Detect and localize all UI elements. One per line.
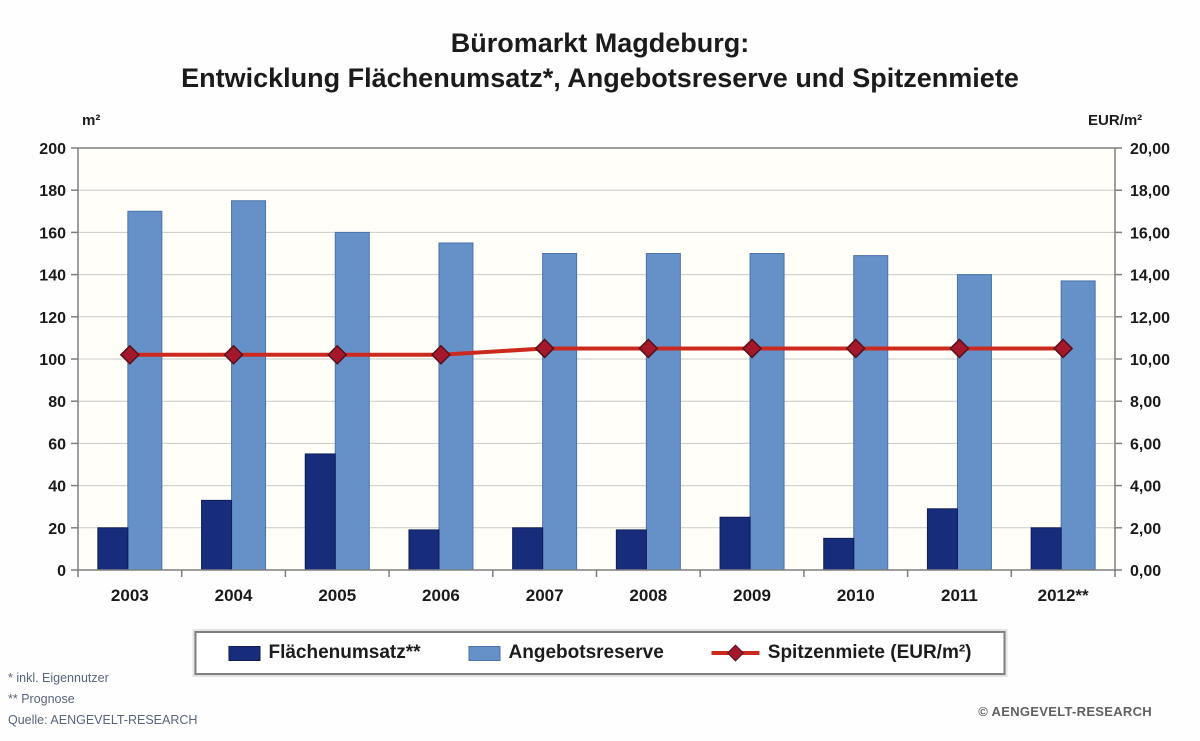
spitzenmiete-marker — [223, 344, 244, 365]
bar-angebotsreserve — [542, 253, 578, 571]
footnote-prognose: ** Prognose — [8, 692, 75, 706]
left-axis-tick-label: 180 — [39, 183, 66, 200]
x-axis-tick-label: 2010 — [837, 586, 875, 605]
bar-flaechenumsatz — [304, 453, 336, 571]
left-axis-tick-label: 120 — [39, 310, 66, 327]
bar-flaechenumsatz — [512, 527, 544, 571]
chart-title-line2: Entwicklung Flächenumsatz*, Angebotsrese… — [181, 62, 1019, 93]
spitzenmiete-marker — [949, 338, 970, 359]
bar-angebotsreserve — [853, 255, 889, 571]
right-axis-tick-label: 4,00 — [1130, 479, 1161, 496]
bar-angebotsreserve — [1060, 280, 1096, 571]
legend-item-spitzenmiete: Spitzenmiete (EUR/m²) — [711, 642, 972, 664]
x-axis-tick-label: 2005 — [318, 586, 356, 605]
spitzenmiete-line — [129, 346, 1064, 357]
legend-item-angebotsreserve: Angebotsreserve — [468, 642, 664, 664]
x-axis-tick-label: 2007 — [526, 586, 564, 605]
right-axis-tick-label: 18,00 — [1130, 183, 1170, 200]
x-axis-tick-label: 2008 — [629, 586, 667, 605]
legend-label-spitzenmiete: Spitzenmiete (EUR/m²) — [767, 642, 972, 663]
left-axis-tick-label: 100 — [39, 352, 66, 369]
legend-label-angebotsreserve: Angebotsreserve — [508, 642, 664, 663]
spitzenmiete-marker — [119, 344, 140, 365]
bar-flaechenumsatz — [201, 499, 233, 571]
x-axis-tick-label: 2006 — [422, 586, 460, 605]
copyright-text: © AENGEVELT-RESEARCH — [978, 704, 1152, 719]
spitzenmiete-marker — [534, 338, 555, 359]
bar-flaechenumsatz — [408, 529, 440, 571]
bar-angebotsreserve — [438, 242, 474, 571]
spitzenmiete-marker — [638, 338, 659, 359]
left-axis-tick-label: 160 — [39, 225, 66, 242]
chart-title-line1: Büromarkt Magdeburg: — [450, 28, 750, 58]
right-axis-tick-label: 10,00 — [1130, 352, 1170, 369]
right-axis-tick-label: 0,00 — [1130, 563, 1161, 580]
left-axis-tick-label: 140 — [39, 268, 66, 285]
legend-line-marker-icon — [711, 644, 760, 662]
bar-angebotsreserve — [334, 231, 370, 571]
spitzenmiete-marker — [430, 344, 452, 365]
left-axis-tick-label: 0 — [57, 563, 66, 580]
spitzenmiete-marker — [327, 344, 348, 365]
right-axis-tick-label: 2,00 — [1130, 521, 1161, 538]
bar-flaechenumsatz — [615, 529, 647, 571]
x-axis-tick-label: 2003 — [111, 586, 149, 605]
spitzenmiete-marker — [1053, 338, 1074, 359]
chart-title: Büromarkt Magdeburg: Entwicklung Flächen… — [0, 26, 1200, 95]
plot-border — [77, 147, 1116, 571]
legend-diamond-marker-icon — [727, 644, 745, 662]
footnote-quelle: Quelle: AENGEVELT-RESEARCH — [8, 713, 198, 727]
bar-angebotsreserve — [231, 200, 267, 571]
spitzenmiete-marker — [845, 338, 866, 359]
legend-swatch-angebotsreserve — [468, 645, 501, 661]
left-axis-tick-label: 40 — [48, 479, 66, 496]
legend-item-flaechenumsatz: Flächenumsatz** — [228, 642, 421, 664]
right-axis-tick-label: 8,00 — [1130, 394, 1161, 411]
x-axis-tick-label: 2011 — [941, 586, 978, 605]
footnote-eigennutzer: * inkl. Eigennutzer — [8, 671, 109, 685]
left-axis-tick-label: 20 — [48, 521, 66, 538]
right-axis-tick-label: 20,00 — [1130, 141, 1170, 158]
right-axis-tick-label: 12,00 — [1130, 310, 1170, 327]
footnotes: * inkl. Eigennutzer ** Prognose Quelle: … — [8, 668, 197, 731]
bar-flaechenumsatz — [719, 516, 751, 571]
bar-angebotsreserve — [645, 253, 681, 571]
right-axis-tick-label: 16,00 — [1130, 225, 1170, 242]
left-axis-unit-label: m² — [82, 112, 101, 129]
legend-label-flaechenumsatz: Flächenumsatz** — [268, 642, 421, 663]
bar-flaechenumsatz — [1030, 527, 1062, 571]
bar-flaechenumsatz — [926, 508, 958, 571]
right-axis-tick-label: 6,00 — [1130, 436, 1161, 453]
legend: Flächenumsatz** Angebotsreserve Spitzenm… — [194, 631, 1006, 675]
bar-angebotsreserve — [956, 274, 992, 571]
left-axis-tick-label: 200 — [39, 141, 66, 158]
bar-angebotsreserve — [749, 253, 785, 571]
legend-swatch-flaechenumsatz — [228, 645, 261, 661]
x-axis-tick-label: 2012** — [1038, 586, 1089, 605]
bar-angebotsreserve — [127, 210, 163, 571]
spitzenmiete-marker — [741, 338, 763, 359]
x-axis-tick-label: 2004 — [215, 586, 253, 605]
left-axis-tick-label: 60 — [48, 436, 66, 453]
bar-flaechenumsatz — [97, 527, 129, 571]
left-axis-tick-label: 80 — [48, 394, 66, 411]
bar-flaechenumsatz — [823, 537, 855, 571]
right-axis-tick-label: 14,00 — [1130, 268, 1170, 285]
right-axis-unit-label: EUR/m² — [1088, 112, 1143, 129]
x-axis-tick-label: 2009 — [733, 586, 771, 605]
